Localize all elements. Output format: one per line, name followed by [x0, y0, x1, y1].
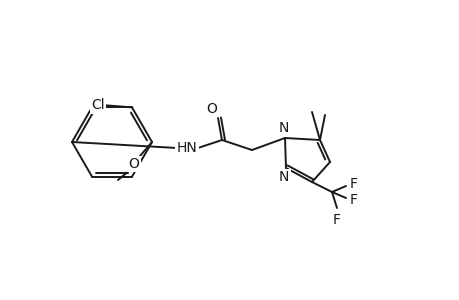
Text: O: O [128, 157, 139, 171]
Text: HN: HN [176, 141, 197, 155]
Text: N: N [278, 121, 289, 135]
Text: F: F [349, 177, 357, 191]
Text: F: F [332, 213, 340, 227]
Text: Cl: Cl [91, 98, 105, 112]
Text: O: O [206, 102, 217, 116]
Text: F: F [349, 193, 357, 207]
Text: N: N [278, 170, 289, 184]
